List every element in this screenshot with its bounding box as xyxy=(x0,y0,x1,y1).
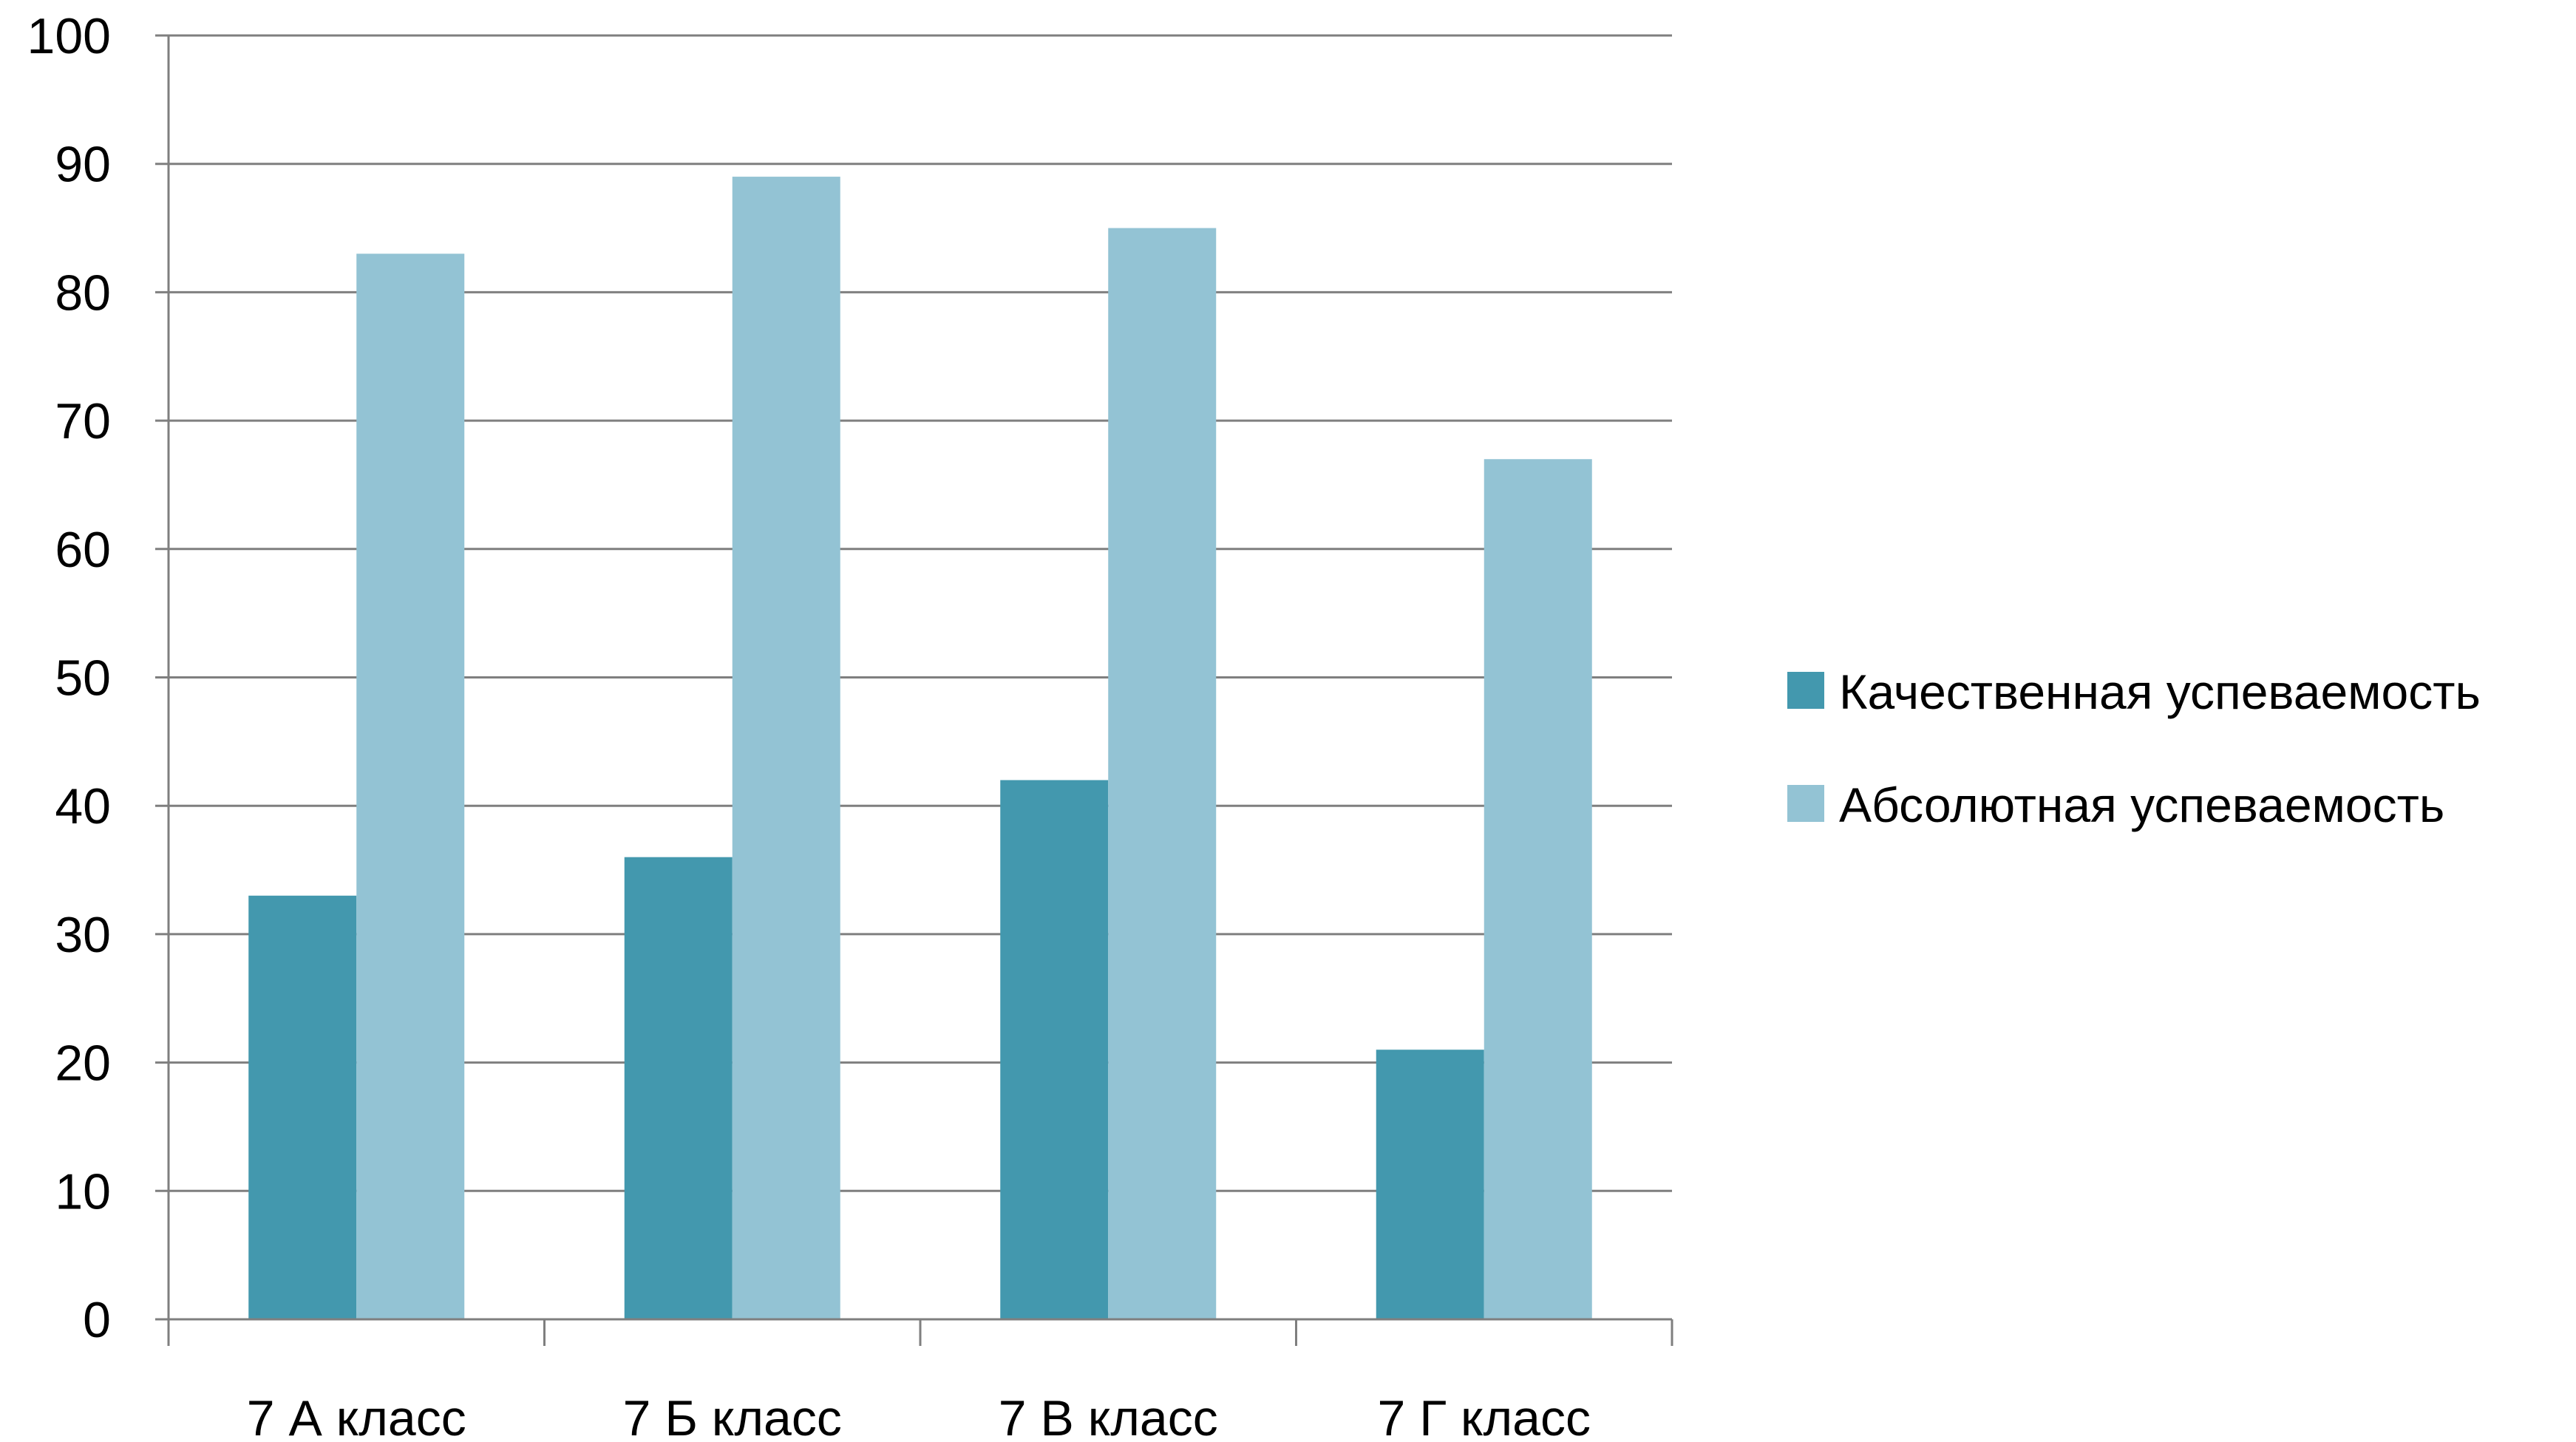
legend-label: Абсолютная успеваемость xyxy=(1839,778,2444,832)
y-tick-label: 10 xyxy=(55,1163,111,1220)
y-tick-label: 50 xyxy=(55,650,111,707)
y-tick-label: 60 xyxy=(55,522,111,578)
legend-label: Качественная успеваемость xyxy=(1839,664,2481,719)
bar-quality-1 xyxy=(248,895,357,1319)
x-tick-label: 7 Б класс xyxy=(623,1390,842,1442)
legend-swatch xyxy=(1787,672,1824,709)
bar-absolute-1 xyxy=(356,254,465,1319)
y-tick-label: 90 xyxy=(55,137,111,193)
bar-absolute-4 xyxy=(1484,459,1592,1320)
x-tick-labels: 7 А класс 7 Б класс 7 В класс 7 Г класс xyxy=(247,1390,1591,1442)
bars xyxy=(248,177,1592,1320)
bar-quality-2 xyxy=(624,857,733,1319)
legend-swatch xyxy=(1787,785,1824,822)
x-tick-label: 7 Г класс xyxy=(1378,1390,1591,1442)
legend: Качественная успеваемость Абсолютная успе… xyxy=(1787,664,2481,832)
bar-absolute-2 xyxy=(732,177,840,1319)
bar-quality-3 xyxy=(1000,780,1109,1319)
x-tick-label: 7 А класс xyxy=(247,1390,466,1442)
axes xyxy=(155,34,1673,1346)
y-tick-label: 40 xyxy=(55,778,111,834)
y-tick-labels: 0 10 20 30 40 50 60 70 80 90 100 xyxy=(27,8,111,1348)
x-tick-label: 7 В класс xyxy=(999,1390,1218,1442)
y-tick-label: 30 xyxy=(55,907,111,963)
y-tick-label: 70 xyxy=(55,393,111,449)
y-tick-label: 100 xyxy=(27,8,111,64)
y-tick-label: 0 xyxy=(83,1292,111,1348)
y-tick-label: 20 xyxy=(55,1035,111,1092)
y-tick-label: 80 xyxy=(55,265,111,321)
bar-absolute-3 xyxy=(1108,228,1217,1319)
bar-quality-4 xyxy=(1376,1050,1484,1319)
